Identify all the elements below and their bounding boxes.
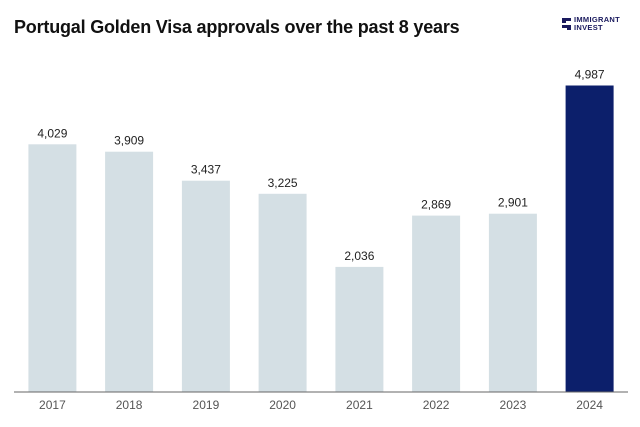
bar-value-label-2019: 3,437 (191, 163, 221, 177)
bar-value-label-2023: 2,901 (498, 196, 528, 210)
brand-line-1: IMMIGRANT (574, 15, 621, 24)
brand-logo: IMMIGRANT INVEST (562, 16, 620, 32)
x-tick-label-2024: 2024 (576, 398, 603, 412)
bar-value-label-2017: 4,029 (37, 126, 67, 140)
x-tick-label-2019: 2019 (193, 398, 220, 412)
x-tick-label-2018: 2018 (116, 398, 143, 412)
value-labels-layer: 4,029 3,909 3,437 3,225 2,036 2,869 2,901 4,987 (37, 68, 605, 263)
bar-2020 (258, 193, 307, 392)
bar-2018 (105, 151, 154, 392)
x-tick-label-2021: 2021 (346, 398, 373, 412)
bar-2021 (335, 266, 384, 392)
brand-line-2: INVEST (574, 23, 603, 32)
bars-layer (28, 85, 614, 392)
x-tick-label-2022: 2022 (423, 398, 450, 412)
x-tick-label-2017: 2017 (39, 398, 66, 412)
bar-2024 (565, 85, 614, 392)
x-tick-label-2023: 2023 (500, 398, 527, 412)
bar-value-label-2018: 3,909 (114, 134, 144, 148)
bar-value-label-2021: 2,036 (344, 249, 374, 263)
bar-value-label-2020: 3,225 (268, 176, 298, 190)
chart-title: Portugal Golden Visa approvals over the … (14, 17, 460, 37)
x-tick-label-2020: 2020 (269, 398, 296, 412)
bar-value-label-2024: 4,987 (575, 68, 605, 82)
bar-2022 (412, 215, 461, 392)
bar-2019 (181, 180, 230, 392)
bar-2017 (28, 144, 77, 392)
bar-2023 (488, 213, 537, 392)
x-axis-ticks-layer: 2017 2018 2019 2020 2021 2022 2023 2024 (39, 398, 603, 412)
bar-value-label-2022: 2,869 (421, 198, 451, 212)
immigrant-invest-logo-icon (562, 18, 571, 30)
